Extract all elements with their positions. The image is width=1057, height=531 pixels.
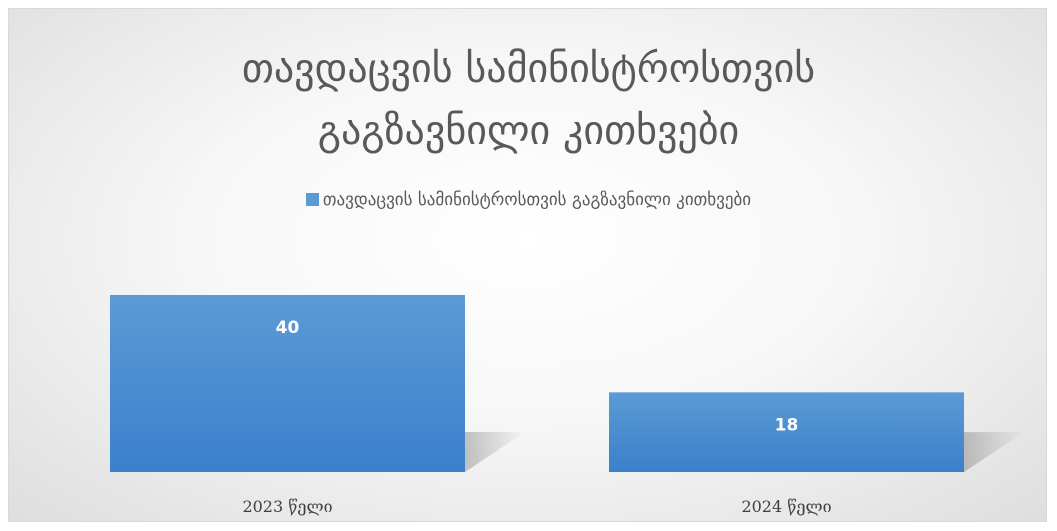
- legend-label: თავდაცვის სამინისტროსთვის გაგზავნილი კით…: [322, 190, 752, 210]
- bar-shadow: [465, 432, 525, 472]
- bar: [110, 295, 465, 472]
- data-label: 40: [276, 318, 300, 338]
- bar: [609, 392, 964, 472]
- bar-shadow: [964, 432, 1024, 472]
- data-label: 18: [775, 415, 799, 435]
- chart-legend: თავდაცვის სამინისტროსთვის გაგზავნილი კით…: [0, 190, 1057, 210]
- chart-title: თავდაცვის სამინისტროსთვის გაგზავნილი კით…: [0, 38, 1057, 162]
- x-tick-label: 2023 წელი: [242, 497, 332, 516]
- legend-swatch: [305, 193, 319, 206]
- x-tick-label: 2024 წელი: [741, 497, 831, 516]
- chart-title-line-2: გაგზავნილი კითხვები: [317, 108, 740, 154]
- chart-title-line-1: თავდაცვის სამინისტროსთვის: [241, 46, 816, 92]
